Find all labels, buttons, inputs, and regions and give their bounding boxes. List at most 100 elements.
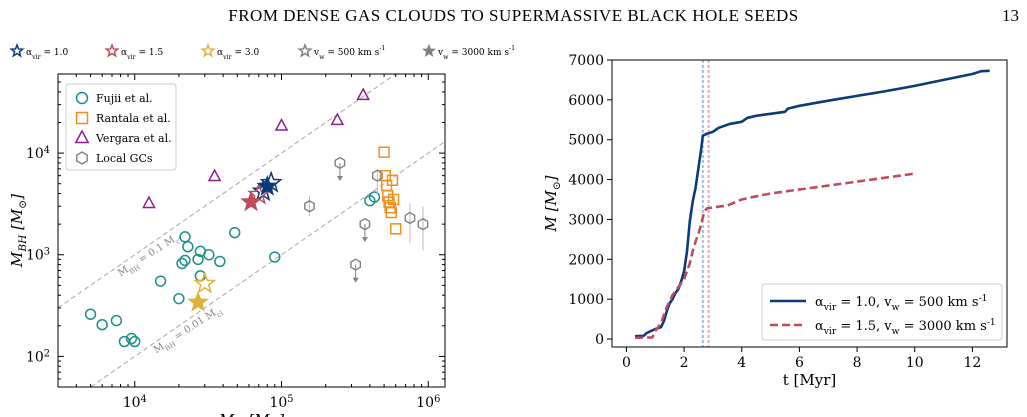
point-fujii-et-al	[192, 253, 204, 266]
point-fujii-et-al	[176, 257, 188, 270]
x-tick-label-8: 8	[853, 355, 862, 371]
point-rantala-et-al	[386, 174, 399, 187]
top-legend-marker-v-w-3000-km-s-1	[421, 43, 437, 58]
legend-label-vir-1-5-v-w-3000-km-s-1: αvir = 1.5, vw = 3000 km s-1​	[815, 318, 996, 337]
point-fujii-et-al	[154, 275, 167, 287]
upper-limit-arrow	[336, 175, 343, 181]
series-line-vir-1-5-v-w-3000-km-s-1	[635, 172, 915, 340]
series-line-vir-1-0-v-w-500-km-s-1	[635, 69, 990, 338]
point-fujii-et-al	[110, 314, 123, 327]
vertical-markers	[701, 60, 710, 347]
point-fujii-et-al	[214, 255, 226, 268]
right-legend: αvir = 1.0, vw = 500 km s-1​ αvir = 1.5, …	[761, 283, 1003, 341]
y-tick-label-6000: 6000	[568, 93, 604, 109]
top-legend-marker-v-w-500-km-s-1	[297, 42, 313, 58]
top-legend-label-v-w-3000-km-s-1: vw = 3000 km s-1​	[437, 45, 515, 61]
top-legend-marker-vir-1-0	[9, 42, 25, 58]
legend-label-vergara-et-al: Vergara et al.	[95, 132, 172, 145]
reference-lines	[58, 74, 445, 387]
y-tick-label-10-4: 104​	[26, 145, 50, 162]
right-axes: 0 2 4 6 8 10 12 0 1000 2000 3000 4000 5000 6000 7000	[568, 53, 981, 371]
point-local-gcs	[334, 156, 346, 170]
point-rantala-et-al	[390, 223, 402, 235]
y-tick-label-0: 0	[595, 332, 604, 348]
reference-line-m-bh-0-01-m-cl	[89, 141, 445, 387]
point-fujii-et-al	[269, 251, 281, 263]
upper-limit-arrow	[352, 277, 359, 283]
point-fujii-et-al	[129, 335, 141, 348]
top-legend-marker-vir-1-5	[104, 42, 120, 58]
left-legend-box	[65, 83, 177, 171]
point-fujii-et-al	[84, 308, 97, 320]
point-fujii-et-al	[182, 241, 194, 253]
y-tick-label-5000: 5000	[568, 133, 604, 149]
point-vergara-et-al	[356, 87, 370, 101]
y-axis-label: M [M⊙]	[542, 175, 563, 232]
page-number: 13	[1002, 6, 1019, 25]
point-fujii-et-al	[179, 254, 191, 267]
left-plot-frame	[57, 73, 446, 388]
left-legend: Fujii et al. Rantala et al. Vergara et al.…	[65, 83, 177, 171]
top-legend-label-vir-3-0: αvir = 3.0	[217, 48, 260, 61]
point-rantala-et-al	[378, 146, 390, 158]
upper-limit-arrow	[361, 237, 368, 243]
point-vergara-et-al	[142, 195, 156, 209]
x-axis-label: Mcl [M⊙]	[218, 411, 284, 417]
y-tick-label-3000: 3000	[568, 212, 604, 228]
x-tick-label-10-6: 106​	[416, 394, 440, 411]
top-legend-marker-vir-3-0	[200, 42, 216, 58]
point-vergara-et-al	[330, 112, 345, 126]
running-title: FROM DENSE GAS CLOUDS TO SUPERMASSIVE BL…	[228, 6, 799, 25]
point-rantala-et-al	[387, 193, 400, 206]
y-tick-label-10-2: 102​	[26, 348, 50, 365]
point-fujii-et-al	[173, 292, 185, 305]
legend-label-fujii-et-al: Fujii et al.	[96, 92, 153, 105]
point-vir-3-0	[193, 271, 217, 294]
x-tick-label-4: 4	[737, 355, 746, 371]
point-fujii-et-al	[203, 249, 215, 261]
point-v-w-3000-km-s-1-vir-1-5	[240, 190, 262, 212]
point-fujii-et-al	[125, 332, 138, 345]
left-axes: 104​ 105​ 106​ 102​ 103​ 104​	[26, 73, 445, 411]
x-tick-label-0: 0	[622, 355, 631, 371]
x-tick-label-2: 2	[680, 355, 689, 371]
point-local-gcs	[404, 211, 416, 225]
point-fujii-et-al	[96, 319, 108, 331]
x-tick-label-12: 12	[963, 355, 981, 371]
legend-marker-vergara-et-al	[74, 129, 90, 144]
top-legend-label-v-w-500-km-s-1: vw = 500 km s-1​	[313, 45, 385, 61]
y-axis-label: MBH [M⊙]	[8, 194, 29, 268]
point-vergara-et-al	[274, 118, 289, 131]
top-legend-label-vir-1-0: αvir = 1.0	[26, 48, 69, 61]
top-legend-label-vir-1-5: αvir = 1.5	[121, 48, 164, 61]
point-vergara-et-al	[207, 168, 222, 182]
point-local-gcs	[304, 200, 315, 213]
y-tick-label-7000: 7000	[568, 53, 604, 69]
point-local-gcs	[417, 217, 429, 231]
x-tick-label-10-5: 105​	[269, 394, 293, 411]
legend-label-local-gcs: Local GCs	[96, 152, 153, 165]
data-points	[84, 87, 429, 348]
point-fujii-et-al	[229, 226, 241, 239]
page-header: FROM DENSE GAS CLOUDS TO SUPERMASSIVE BL…	[0, 0, 1027, 30]
y-tick-label-2000: 2000	[568, 252, 604, 268]
point-rantala-et-al	[382, 190, 394, 202]
point-local-gcs	[350, 258, 362, 271]
y-tick-label-4000: 4000	[568, 173, 604, 189]
top-legend: αvir = 1.0 αvir = 1.5 αvir = 3.0 vw = 500 k…	[9, 42, 515, 61]
y-tick-label-10-3: 103​	[26, 247, 50, 264]
point-local-gcs	[372, 169, 383, 182]
x-axis-label: t [Myr]	[783, 371, 837, 389]
legend-label-vir-1-0-v-w-500-km-s-1: αvir = 1.0, vw = 500 km s-1​	[815, 294, 987, 313]
point-local-gcs	[359, 217, 371, 231]
legend-marker-local-gcs	[76, 151, 88, 165]
x-tick-label-6: 6	[795, 355, 804, 371]
x-tick-label-10: 10	[906, 355, 924, 371]
legend-marker-rantala-et-al	[75, 111, 89, 125]
legend-marker-fujii-et-al	[75, 91, 89, 105]
point-fujii-et-al	[368, 191, 381, 203]
reference-line-m-bh-0-1-m-cl	[58, 74, 397, 309]
line-series	[635, 69, 990, 340]
